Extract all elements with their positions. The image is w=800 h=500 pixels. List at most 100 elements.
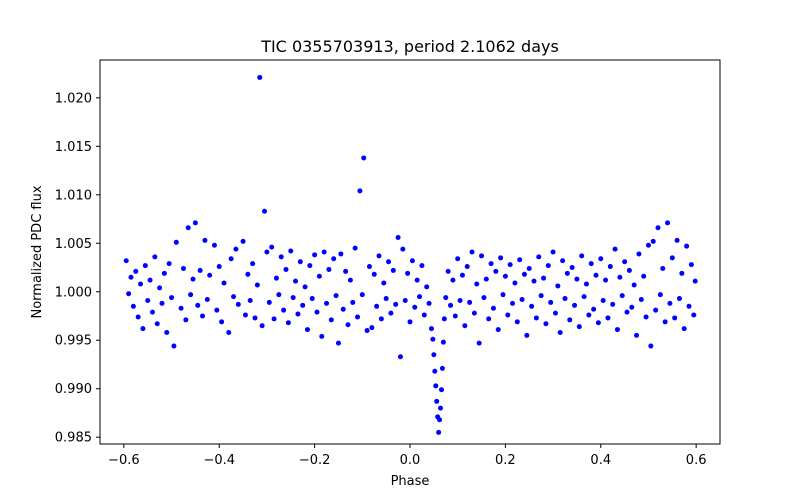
y-tick-label: 1.020 bbox=[55, 91, 92, 106]
data-point bbox=[524, 332, 530, 338]
data-point bbox=[437, 417, 443, 423]
data-point bbox=[507, 262, 513, 268]
data-point bbox=[629, 304, 635, 310]
data-point bbox=[307, 263, 313, 269]
data-point bbox=[483, 276, 489, 282]
x-tick-label: 0.0 bbox=[400, 453, 421, 468]
data-point bbox=[371, 271, 377, 277]
data-point bbox=[164, 329, 170, 335]
data-point bbox=[145, 297, 151, 303]
data-point bbox=[393, 301, 399, 307]
data-point bbox=[648, 343, 654, 349]
data-point bbox=[555, 283, 561, 289]
data-point bbox=[622, 259, 628, 265]
data-point bbox=[490, 305, 496, 311]
data-point bbox=[240, 238, 246, 244]
data-point bbox=[469, 249, 475, 255]
data-point bbox=[431, 352, 437, 358]
data-point bbox=[364, 328, 370, 334]
data-point bbox=[154, 321, 160, 327]
data-point bbox=[452, 313, 458, 319]
data-point bbox=[653, 307, 659, 313]
data-point bbox=[533, 315, 539, 321]
data-point bbox=[309, 296, 315, 302]
data-point bbox=[681, 326, 687, 332]
data-point bbox=[219, 319, 225, 325]
data-point bbox=[361, 155, 367, 161]
data-point bbox=[688, 262, 694, 268]
data-point bbox=[521, 271, 527, 277]
data-point bbox=[149, 309, 155, 315]
data-point bbox=[631, 282, 637, 288]
data-point bbox=[641, 273, 647, 279]
data-point bbox=[350, 299, 356, 305]
data-point bbox=[242, 312, 248, 318]
data-point bbox=[169, 295, 175, 301]
data-point bbox=[293, 278, 299, 284]
data-point bbox=[676, 296, 682, 302]
data-point bbox=[569, 265, 575, 271]
data-point bbox=[204, 297, 210, 303]
y-axis: 0.985 0.990 0.995 1.000 1.005 1.010 1.015 1.020 bbox=[55, 91, 100, 446]
data-point bbox=[672, 315, 678, 321]
data-point bbox=[443, 295, 449, 301]
data-point bbox=[278, 254, 284, 260]
data-point bbox=[252, 315, 258, 321]
data-point bbox=[197, 267, 203, 273]
data-point bbox=[412, 304, 418, 310]
data-point bbox=[290, 295, 296, 301]
data-point bbox=[440, 339, 446, 345]
data-point bbox=[254, 282, 260, 288]
data-point bbox=[302, 284, 308, 290]
data-point bbox=[335, 340, 341, 346]
data-point bbox=[235, 301, 241, 307]
data-point bbox=[357, 188, 363, 194]
data-point bbox=[347, 277, 353, 283]
data-point bbox=[185, 225, 191, 231]
data-point bbox=[304, 327, 310, 333]
data-point bbox=[211, 242, 217, 248]
data-point bbox=[459, 272, 465, 278]
data-point bbox=[510, 300, 516, 306]
data-point bbox=[333, 293, 339, 299]
data-point bbox=[190, 276, 196, 282]
data-point bbox=[314, 309, 320, 315]
data-point bbox=[498, 255, 504, 261]
data-point bbox=[560, 258, 566, 264]
data-point bbox=[684, 243, 690, 249]
data-point bbox=[624, 309, 630, 315]
data-point bbox=[655, 225, 661, 231]
data-point bbox=[273, 275, 279, 281]
data-point bbox=[686, 303, 692, 309]
data-point bbox=[316, 273, 322, 279]
data-point bbox=[140, 326, 146, 332]
data-point bbox=[567, 317, 573, 323]
y-tick-label: 1.015 bbox=[55, 140, 92, 155]
data-point bbox=[626, 267, 632, 273]
data-point bbox=[665, 220, 671, 226]
data-point bbox=[157, 285, 163, 291]
data-point bbox=[295, 311, 301, 317]
data-point bbox=[579, 253, 585, 259]
data-point bbox=[231, 294, 237, 300]
data-point bbox=[369, 325, 375, 331]
data-point bbox=[614, 327, 620, 333]
data-point bbox=[276, 292, 282, 298]
data-point bbox=[495, 327, 501, 333]
data-point bbox=[207, 272, 213, 278]
data-point bbox=[543, 321, 549, 327]
data-point bbox=[512, 280, 518, 286]
data-point bbox=[421, 312, 427, 318]
data-point bbox=[692, 278, 698, 284]
data-point bbox=[531, 278, 537, 284]
data-point bbox=[262, 208, 268, 214]
data-point bbox=[245, 271, 251, 277]
data-point bbox=[390, 267, 396, 273]
data-point bbox=[572, 302, 578, 308]
data-point bbox=[409, 258, 415, 264]
data-point bbox=[259, 323, 265, 329]
chart-title: TIC 0355703913, period 2.1062 days bbox=[260, 37, 559, 56]
data-point bbox=[397, 354, 403, 360]
data-point bbox=[552, 310, 558, 316]
data-point bbox=[386, 259, 392, 265]
